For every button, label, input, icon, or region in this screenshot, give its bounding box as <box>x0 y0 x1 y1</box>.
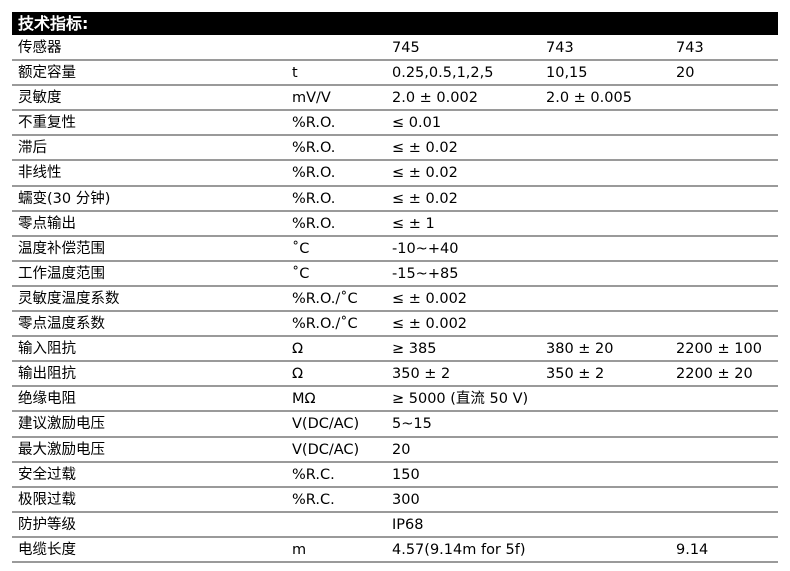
spec-name: 灵敏度温度系数 <box>18 290 120 307</box>
spec-name: 蠕变(30 分钟) <box>18 190 111 207</box>
table-row: 灵敏度温度系数 %R.O./˚C ≤ ± 0.002 <box>12 287 778 313</box>
spec-value-745: 150 <box>392 466 420 483</box>
table-row: 温度补偿范围 ˚C -10~+40 <box>12 237 778 262</box>
spec-value-743b: 2200 ± 100 <box>676 341 762 358</box>
spec-value-745: ≤ 0.01 <box>392 115 442 132</box>
spec-name: 零点输出 <box>18 215 76 232</box>
table-row: 电缆长度 m 4.57(9.14m for 5f) 9.14 <box>12 538 778 563</box>
spec-unit: ˚C <box>292 240 310 257</box>
spec-name: 非线性 <box>18 165 62 182</box>
table-row: 零点温度系数 %R.O./˚C ≤ ± 0.002 <box>12 312 778 338</box>
spec-value-745: ≤ ± 0.002 <box>392 290 468 307</box>
spec-name: 传感器 <box>18 40 62 56</box>
spec-value-743b: 20 <box>676 65 695 82</box>
spec-value-743a: 743 <box>546 40 574 56</box>
spec-name: 灵敏度 <box>18 90 62 107</box>
spec-unit: ˚C <box>292 265 310 282</box>
spec-unit: m <box>292 541 307 558</box>
spec-value-745: 5~15 <box>392 416 432 433</box>
spec-name: 滞后 <box>18 140 47 157</box>
table-row: 额定容量 t 0.25,0.5,1,2,5 10,15 20 <box>12 61 778 87</box>
spec-value-745: ≤ ± 0.02 <box>392 140 458 157</box>
spec-value-745: ≥ 385 <box>392 341 437 358</box>
table-row: 传感器 745 743 743 <box>12 36 778 62</box>
spec-unit: t <box>292 65 298 82</box>
spec-value-745: -10~+40 <box>392 240 459 257</box>
table-row: 防护等级 IP68 <box>12 513 778 538</box>
spec-unit: %R.O. <box>292 215 336 232</box>
spec-name: 防护等级 <box>18 516 76 533</box>
table-row: 蠕变(30 分钟) %R.O. ≤ ± 0.02 <box>12 187 778 212</box>
spec-value-743b: 743 <box>676 40 704 56</box>
spec-unit: MΩ <box>292 391 316 408</box>
spec-name: 输出阻抗 <box>18 366 76 383</box>
table-row: 滞后 %R.O. ≤ ± 0.02 <box>12 136 778 162</box>
spec-unit: %R.O./˚C <box>292 290 358 307</box>
spec-value-745: ≤ ± 1 <box>392 215 435 232</box>
spec-unit: %R.O. <box>292 140 336 157</box>
spec-name: 安全过载 <box>18 466 76 483</box>
table-row: 非线性 %R.O. ≤ ± 0.02 <box>12 161 778 187</box>
table-row: 灵敏度 mV/V 2.0 ± 0.002 2.0 ± 0.005 <box>12 86 778 112</box>
spec-value-743a: 10,15 <box>546 65 588 82</box>
spec-name: 不重复性 <box>18 115 76 132</box>
section-title: 技术指标: <box>12 12 778 35</box>
spec-name: 最大激励电压 <box>18 441 105 458</box>
table-row: 不重复性 %R.O. ≤ 0.01 <box>12 111 778 137</box>
spec-name: 极限过载 <box>18 491 76 508</box>
table-row: 工作温度范围 ˚C -15~+85 <box>12 262 778 287</box>
spec-value-745: 2.0 ± 0.002 <box>392 90 478 107</box>
spec-name: 建议激励电压 <box>18 416 105 433</box>
spec-value-745: 300 <box>392 491 420 508</box>
spec-value-745: 0.25,0.5,1,2,5 <box>392 65 494 82</box>
spec-unit: %R.O. <box>292 190 336 207</box>
spec-value-745: ≤ ± 0.002 <box>392 316 468 333</box>
spec-value-743b: 2200 ± 20 <box>676 366 753 383</box>
spec-name: 绝缘电阻 <box>18 391 76 408</box>
table-row: 建议激励电压 V(DC/AC) 5~15 <box>12 412 778 438</box>
spec-unit: Ω <box>292 366 304 383</box>
table-row: 输出阻抗 Ω 350 ± 2 350 ± 2 2200 ± 20 <box>12 362 778 388</box>
spec-value-745: 350 ± 2 <box>392 366 451 383</box>
table-row: 安全过载 %R.C. 150 <box>12 463 778 488</box>
spec-value-745: IP68 <box>392 516 424 533</box>
spec-unit: %R.O. <box>292 115 336 132</box>
spec-unit: mV/V <box>292 90 331 107</box>
spec-value-745: 4.57(9.14m for 5f) <box>392 541 526 558</box>
table-row: 绝缘电阻 MΩ ≥ 5000 (直流 50 V) <box>12 387 778 413</box>
spec-table: 传感器 745 743 743 额定容量 t 0.25,0.5,1,2,5 10,15 20 灵敏… <box>12 36 778 563</box>
spec-value-745: ≤ ± 0.02 <box>392 190 458 207</box>
spec-value-743a: 2.0 ± 0.005 <box>546 90 632 107</box>
spec-unit: %R.O./˚C <box>292 316 358 333</box>
spec-value-745: ≤ ± 0.02 <box>392 165 458 182</box>
table-row: 极限过载 %R.C. 300 <box>12 488 778 513</box>
spec-name: 温度补偿范围 <box>18 240 105 257</box>
spec-value-745: 745 <box>392 40 420 56</box>
spec-name: 工作温度范围 <box>18 265 105 282</box>
spec-unit: %R.C. <box>292 491 335 508</box>
spec-value-745: -15~+85 <box>392 265 459 282</box>
spec-unit: Ω <box>292 341 304 358</box>
table-row: 输入阻抗 Ω ≥ 385 380 ± 20 2200 ± 100 <box>12 337 778 363</box>
spec-unit: V(DC/AC) <box>292 441 360 458</box>
table-row: 零点输出 %R.O. ≤ ± 1 <box>12 212 778 237</box>
spec-value-743a: 350 ± 2 <box>546 366 605 383</box>
spec-name: 输入阻抗 <box>18 341 76 358</box>
spec-name: 电缆长度 <box>18 541 76 558</box>
spec-value-743a: 380 ± 20 <box>546 341 614 358</box>
spec-unit: %R.O. <box>292 165 336 182</box>
spec-unit: V(DC/AC) <box>292 416 360 433</box>
spec-value-743b: 9.14 <box>676 541 709 558</box>
spec-unit: %R.C. <box>292 466 335 483</box>
spec-value-745: ≥ 5000 (直流 50 V) <box>392 391 529 408</box>
spec-name: 零点温度系数 <box>18 316 105 333</box>
table-row: 最大激励电压 V(DC/AC) 20 <box>12 438 778 463</box>
spec-name: 额定容量 <box>18 65 76 82</box>
spec-value-745: 20 <box>392 441 411 458</box>
